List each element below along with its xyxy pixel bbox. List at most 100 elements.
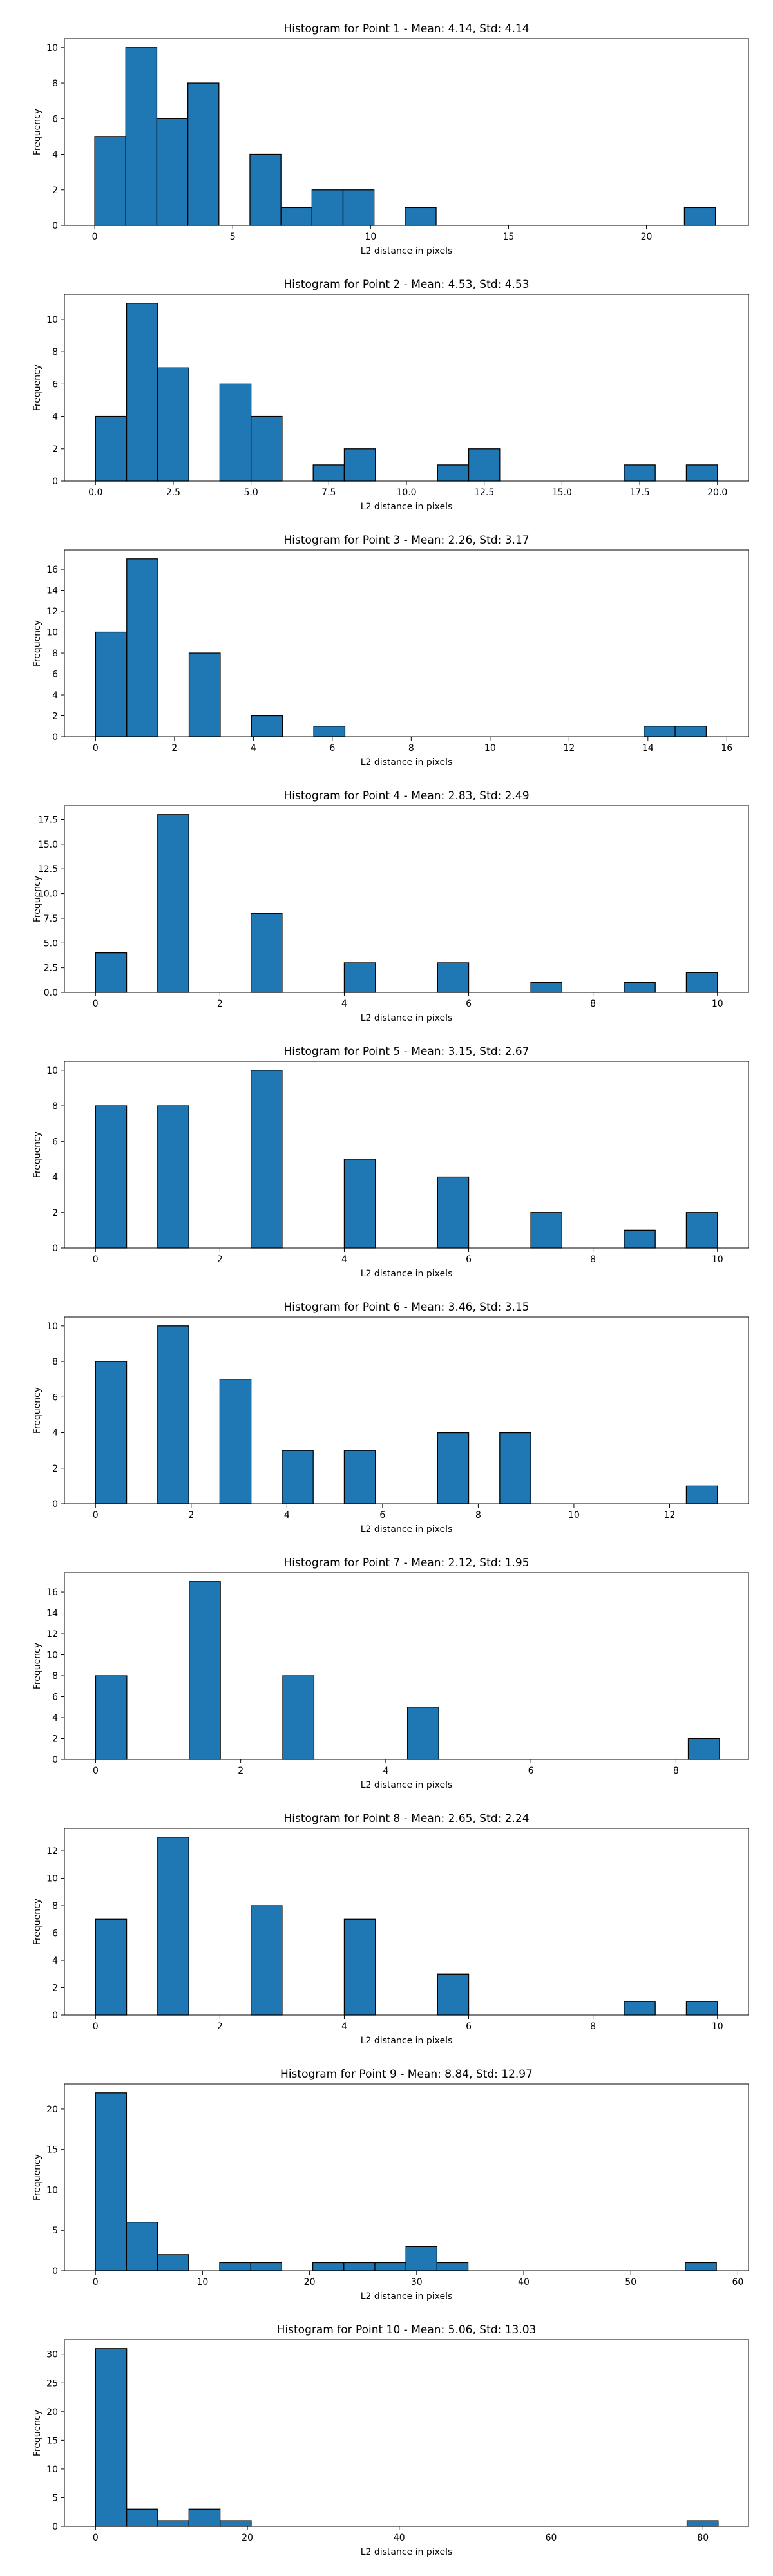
y-tick-label: 16 <box>46 1587 58 1598</box>
x-tick-label: 0 <box>93 1255 99 1265</box>
histogram-bar <box>685 464 718 482</box>
x-tick-label: 4 <box>284 1510 290 1520</box>
plot-frame <box>64 1828 749 2016</box>
histogram-bar <box>250 1905 283 2016</box>
x-tick-label: 60 <box>546 2533 557 2543</box>
histogram-bar <box>250 1070 283 1249</box>
y-tick-label: 4 <box>52 412 58 422</box>
histogram-bar <box>94 136 126 226</box>
y-tick-label: 8 <box>52 649 58 659</box>
histogram-bar <box>313 726 346 737</box>
histogram-bar <box>624 1229 656 1249</box>
histogram-bar <box>343 1918 376 2016</box>
histogram-bar <box>250 913 283 993</box>
y-tick-label: 4 <box>52 1173 58 1183</box>
y-tick-label: 10 <box>46 43 58 53</box>
chart-title: Histogram for Point 9 - Mean: 8.84, Std:… <box>280 2068 533 2081</box>
x-tick-label: 20 <box>641 232 653 242</box>
x-tick-label: 10 <box>568 1510 580 1520</box>
histogram-bar <box>624 982 656 993</box>
x-tick-label: 10 <box>484 743 496 753</box>
y-tick-label: 20 <box>46 2105 58 2115</box>
x-tick-label: 4 <box>341 2022 347 2032</box>
x-tick-label: 40 <box>394 2533 405 2543</box>
y-tick-label: 8 <box>52 1101 58 1112</box>
x-tick-label: 6 <box>379 1510 385 1520</box>
histogram-bar <box>343 2262 376 2271</box>
histogram-bar <box>157 1325 189 1504</box>
y-tick-label: 6 <box>52 379 58 390</box>
x-tick-label: 0 <box>93 1510 99 1520</box>
x-tick-label: 8 <box>590 1255 596 1265</box>
histogram-bar <box>530 1212 563 1249</box>
y-tick-label: 2.5 <box>44 963 58 974</box>
x-tick-label: 6 <box>466 1255 472 1265</box>
y-tick-label: 15.0 <box>38 840 58 850</box>
y-tick-label: 12 <box>46 1846 58 1857</box>
x-tick-label: 8 <box>408 743 414 753</box>
x-axis-label: L2 distance in pixels <box>361 246 453 256</box>
x-tick-label: 2 <box>171 743 177 753</box>
x-tick-label: 17.5 <box>629 488 649 498</box>
histogram-chart-9: Histogram for Point 9 - Mean: 8.84, Std:… <box>32 2068 749 2302</box>
x-tick-label: 15.0 <box>552 488 572 498</box>
y-tick-label: 5 <box>52 2226 58 2236</box>
x-tick-label: 2 <box>188 1510 194 1520</box>
histogram-bar <box>437 1176 470 1249</box>
y-axis-label: Frequency <box>32 1132 43 1178</box>
x-tick-label: 0 <box>93 1766 99 1776</box>
x-tick-label: 6 <box>466 2022 472 2032</box>
x-tick-label: 12 <box>563 743 575 753</box>
y-tick-label: 14 <box>46 586 58 596</box>
y-tick-label: 25 <box>46 2378 58 2389</box>
y-tick-label: 30 <box>46 2350 58 2360</box>
histogram-bar <box>644 726 676 737</box>
y-axis-label: Frequency <box>32 1643 43 1689</box>
plot-frame <box>64 38 749 226</box>
y-tick-label: 10 <box>46 2465 58 2475</box>
y-tick-label: 10 <box>46 1874 58 1884</box>
histogram-bar <box>157 367 189 482</box>
y-tick-label: 8 <box>52 1901 58 1911</box>
histogram-bar <box>312 464 345 482</box>
y-tick-label: 5 <box>52 2493 58 2503</box>
x-tick-label: 2.5 <box>166 488 180 498</box>
histogram-bar <box>251 715 283 737</box>
x-axis-label: L2 distance in pixels <box>361 757 453 768</box>
x-axis-label: L2 distance in pixels <box>361 1524 453 1535</box>
histogram-bar <box>282 1675 315 1760</box>
x-tick-label: 5 <box>230 232 236 242</box>
x-tick-label: 20 <box>304 2277 316 2287</box>
histogram-bar <box>157 2520 189 2527</box>
y-tick-label: 6 <box>52 1392 58 1403</box>
y-tick-label: 4 <box>52 1428 58 1439</box>
x-tick-label: 5.0 <box>244 488 258 498</box>
y-tick-label: 12 <box>46 607 58 617</box>
y-tick-label: 10 <box>46 628 58 638</box>
plot-frame <box>64 2083 749 2271</box>
histogram-bar <box>219 383 252 482</box>
x-tick-label: 10 <box>712 999 723 1009</box>
x-tick-label: 0 <box>93 743 99 753</box>
y-tick-label: 12.5 <box>38 864 58 875</box>
histogram-bar <box>280 207 312 226</box>
x-tick-label: 40 <box>518 2277 530 2287</box>
histogram-bar <box>282 1450 314 1504</box>
y-tick-label: 0 <box>52 221 58 231</box>
y-tick-label: 4 <box>52 690 58 701</box>
histogram-bar <box>685 972 718 993</box>
histogram-bar <box>674 726 707 737</box>
y-tick-label: 10 <box>46 1321 58 1332</box>
y-tick-label: 10 <box>46 1066 58 1076</box>
histogram-bar <box>95 2348 128 2527</box>
x-tick-label: 2 <box>217 2022 223 2032</box>
chart-title: Histogram for Point 2 - Mean: 4.53, Std:… <box>283 278 529 291</box>
x-tick-label: 80 <box>697 2533 709 2543</box>
plot-frame <box>64 2339 749 2527</box>
plot-frame <box>64 1061 749 1249</box>
chart-title: Histogram for Point 4 - Mean: 2.83, Std:… <box>283 790 529 802</box>
x-axis-label: L2 distance in pixels <box>361 1780 453 1790</box>
chart-title: Histogram for Point 7 - Mean: 2.12, Std:… <box>283 1557 529 1569</box>
x-tick-label: 4 <box>341 999 347 1009</box>
histogram-bar <box>126 2222 158 2271</box>
